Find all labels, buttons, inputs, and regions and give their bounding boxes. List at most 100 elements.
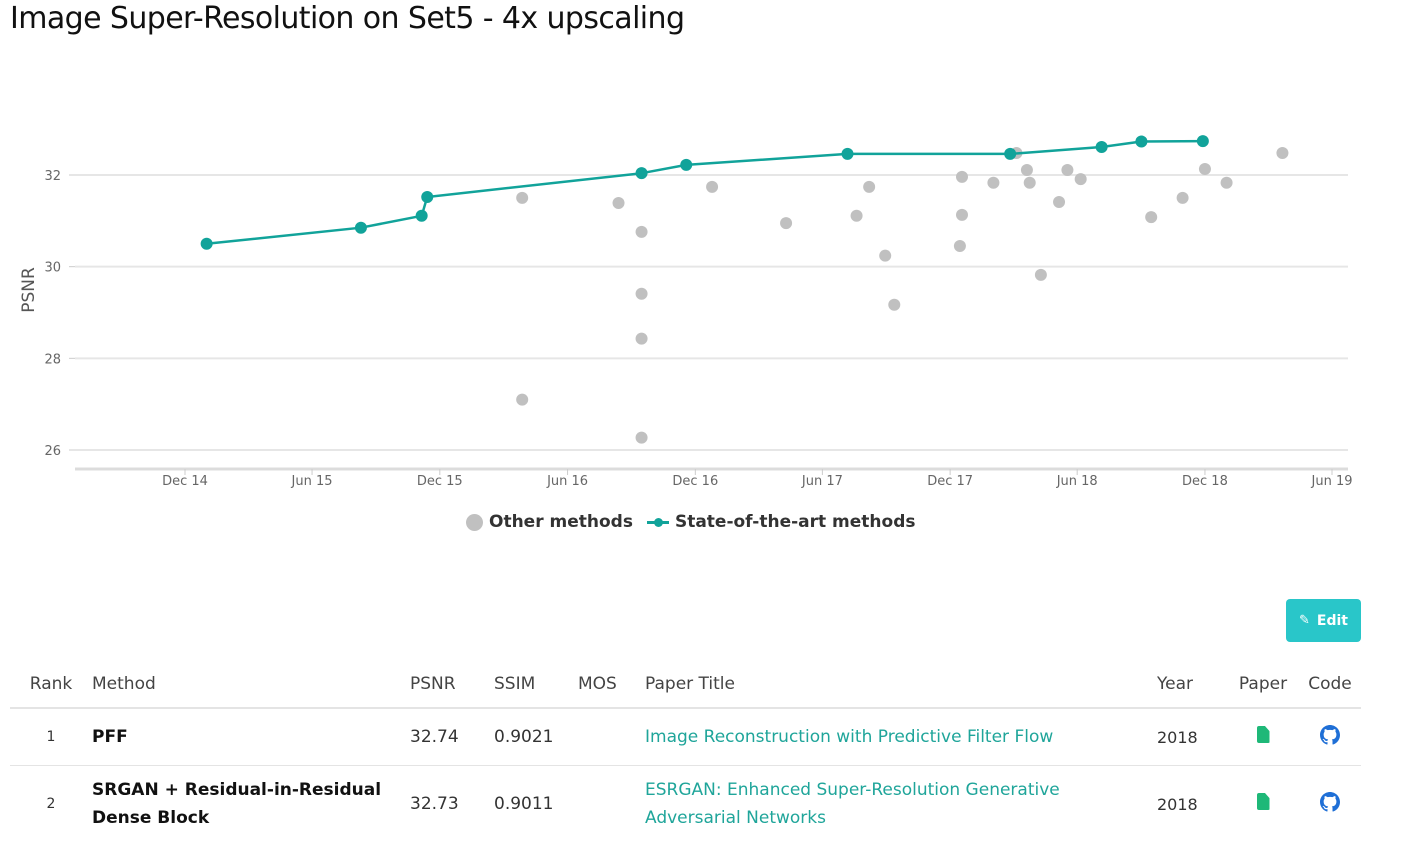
header-year[interactable]: Year bbox=[1157, 660, 1227, 708]
other-method-point bbox=[956, 209, 968, 221]
sota-point bbox=[1135, 136, 1147, 148]
psnr-cell: 32.74 bbox=[410, 708, 494, 766]
table-header-row: Rank Method PSNR SSIM MOS Paper Title Ye… bbox=[10, 660, 1361, 708]
x-tick-label: Dec 18 bbox=[1182, 474, 1228, 489]
legend-other-methods[interactable]: Other methods bbox=[466, 512, 633, 532]
other-method-point bbox=[1145, 211, 1157, 223]
header-code: Code bbox=[1299, 660, 1361, 708]
github-icon[interactable] bbox=[1320, 725, 1340, 745]
other-method-point bbox=[956, 171, 968, 183]
other-method-point bbox=[1053, 196, 1065, 208]
table-row: 1 PFF 32.74 0.9021 Image Reconstruction … bbox=[10, 708, 1361, 766]
paper-title-link[interactable]: ESRGAN: Enhanced Super-Resolution Genera… bbox=[645, 780, 1060, 828]
year-cell: 2018 bbox=[1157, 708, 1227, 766]
mos-cell bbox=[578, 708, 645, 766]
y-tick-label: 32 bbox=[44, 169, 61, 184]
edit-button[interactable]: ✎ Edit bbox=[1286, 599, 1361, 642]
sota-point bbox=[416, 210, 428, 222]
line-marker-icon bbox=[647, 521, 669, 524]
leaderboard-table: Rank Method PSNR SSIM MOS Paper Title Ye… bbox=[10, 660, 1361, 842]
year-cell: 2018 bbox=[1157, 766, 1227, 842]
x-tick-label: Jun 18 bbox=[1056, 474, 1098, 489]
other-method-point bbox=[1177, 192, 1189, 204]
other-method-point bbox=[879, 250, 891, 262]
mos-cell bbox=[578, 766, 645, 842]
other-method-point bbox=[613, 197, 625, 209]
x-tick-label: Jun 19 bbox=[1311, 474, 1353, 489]
rank-cell: 1 bbox=[10, 708, 92, 766]
header-mos[interactable]: MOS bbox=[578, 660, 645, 708]
other-method-point bbox=[516, 394, 528, 406]
document-icon[interactable] bbox=[1257, 793, 1270, 810]
grey-dot-icon bbox=[466, 514, 483, 531]
sota-point bbox=[201, 238, 213, 250]
other-method-point bbox=[636, 432, 648, 444]
other-method-point bbox=[987, 177, 999, 189]
header-paper: Paper bbox=[1227, 660, 1299, 708]
pencil-icon: ✎ bbox=[1299, 613, 1310, 628]
document-icon[interactable] bbox=[1257, 726, 1270, 743]
code-cell bbox=[1299, 708, 1361, 766]
other-method-point bbox=[1276, 147, 1288, 159]
code-cell bbox=[1299, 766, 1361, 842]
other-method-point bbox=[1024, 177, 1036, 189]
sota-series bbox=[201, 135, 1209, 250]
other-method-point bbox=[636, 288, 648, 300]
ssim-cell: 0.9011 bbox=[494, 766, 578, 842]
sota-point bbox=[680, 159, 692, 171]
other-method-point bbox=[636, 226, 648, 238]
x-tick-label: Jun 15 bbox=[291, 474, 333, 489]
other-method-point bbox=[1075, 173, 1087, 185]
sota-point bbox=[842, 148, 854, 160]
y-axis-title: PSNR bbox=[19, 267, 39, 313]
sota-point bbox=[421, 191, 433, 203]
paper-cell bbox=[1227, 766, 1299, 842]
x-tick-label: Dec 17 bbox=[927, 474, 973, 489]
y-tick-label: 26 bbox=[44, 444, 61, 459]
header-ssim[interactable]: SSIM bbox=[494, 660, 578, 708]
x-tick-label: Dec 15 bbox=[417, 474, 463, 489]
y-tick-label: 30 bbox=[44, 261, 61, 276]
sota-point bbox=[355, 222, 367, 234]
method-cell: PFF bbox=[92, 708, 410, 766]
header-method[interactable]: Method bbox=[92, 660, 410, 708]
other-method-point bbox=[851, 210, 863, 222]
edit-label: Edit bbox=[1317, 613, 1348, 629]
header-paper-title[interactable]: Paper Title bbox=[645, 660, 1157, 708]
chart-legend: Other methods State-of-the-art methods bbox=[466, 512, 930, 532]
other-method-point bbox=[780, 217, 792, 229]
x-tick-label: Jun 17 bbox=[801, 474, 843, 489]
paper-cell bbox=[1227, 708, 1299, 766]
legend-label: State-of-the-art methods bbox=[675, 512, 916, 532]
y-tick-label: 28 bbox=[44, 352, 61, 367]
sota-point bbox=[1197, 135, 1209, 147]
other-method-point bbox=[954, 240, 966, 252]
paper-title-link[interactable]: Image Reconstruction with Predictive Fil… bbox=[645, 727, 1053, 747]
legend-label: Other methods bbox=[489, 512, 633, 532]
x-tick-label: Dec 14 bbox=[162, 474, 208, 489]
method-cell: SRGAN + Residual-in-Residual Dense Block bbox=[92, 766, 410, 842]
other-method-point bbox=[1021, 164, 1033, 176]
other-method-point bbox=[706, 181, 718, 193]
other-method-point bbox=[888, 299, 900, 311]
other-method-point bbox=[1061, 164, 1073, 176]
other-methods-series bbox=[516, 147, 1288, 444]
sota-point bbox=[1004, 148, 1016, 160]
table-row: 2 SRGAN + Residual-in-Residual Dense Blo… bbox=[10, 766, 1361, 842]
sota-point bbox=[636, 167, 648, 179]
psnr-cell: 32.73 bbox=[410, 766, 494, 842]
other-method-point bbox=[1221, 177, 1233, 189]
github-icon[interactable] bbox=[1320, 792, 1340, 812]
x-tick-label: Dec 16 bbox=[672, 474, 718, 489]
sota-point bbox=[1096, 141, 1108, 153]
header-rank[interactable]: Rank bbox=[10, 660, 92, 708]
legend-sota-methods[interactable]: State-of-the-art methods bbox=[647, 512, 916, 532]
paper-title-cell: Image Reconstruction with Predictive Fil… bbox=[645, 708, 1157, 766]
other-method-point bbox=[1199, 163, 1211, 175]
other-method-point bbox=[516, 192, 528, 204]
paper-title-cell: ESRGAN: Enhanced Super-Resolution Genera… bbox=[645, 766, 1157, 842]
other-method-point bbox=[863, 181, 875, 193]
header-psnr[interactable]: PSNR bbox=[410, 660, 494, 708]
